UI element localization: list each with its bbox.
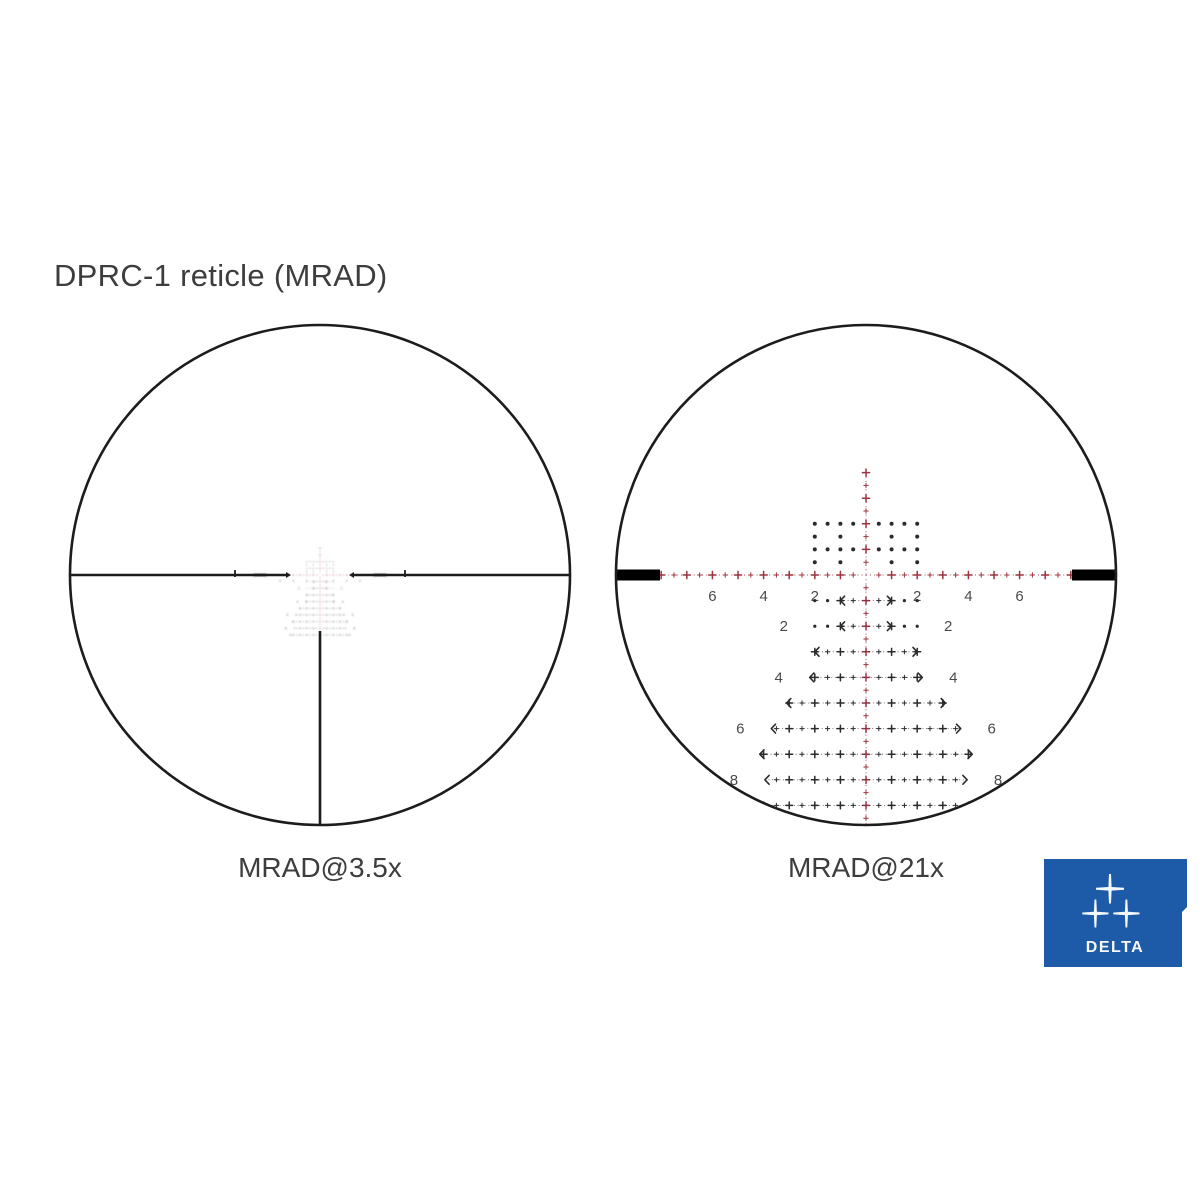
- svg-text:DELTA: DELTA: [1086, 939, 1144, 956]
